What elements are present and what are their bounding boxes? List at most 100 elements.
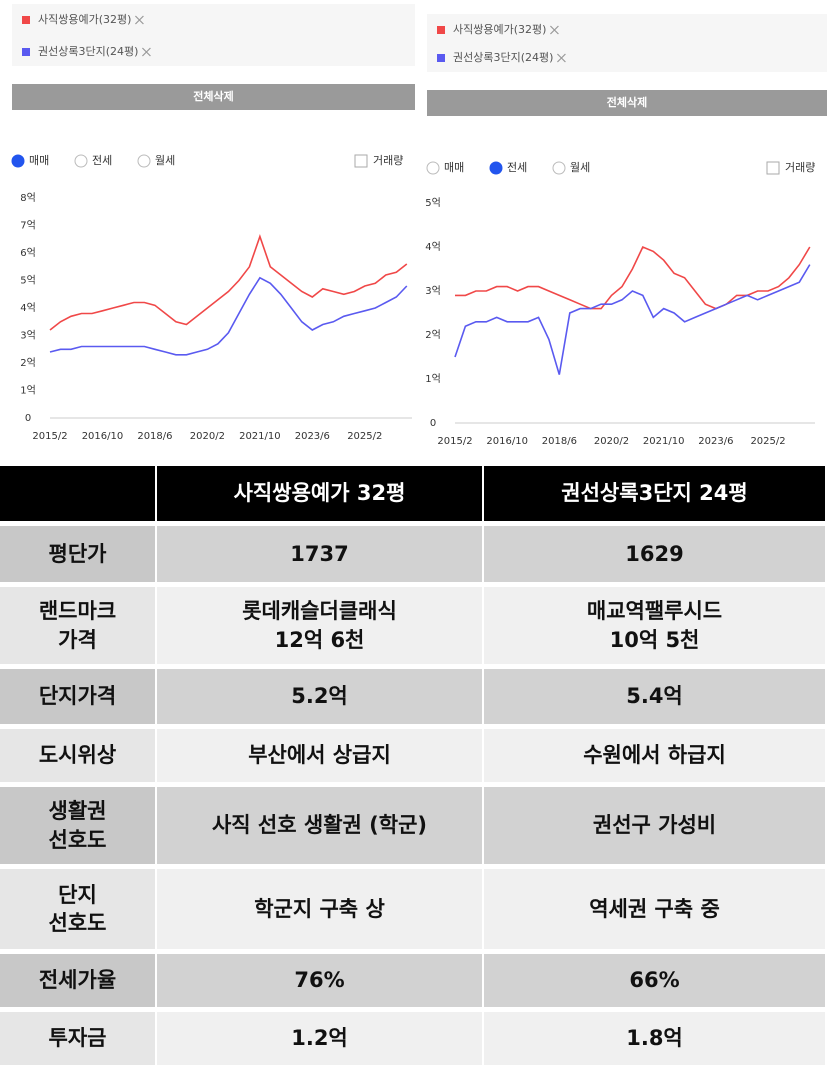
- y-tick-label: 5억: [425, 197, 441, 209]
- remove-icon[interactable]: [141, 47, 151, 57]
- x-tick-label: 2018/6: [137, 431, 172, 442]
- radio-label: 월세: [570, 161, 590, 174]
- legend-swatch: [22, 48, 30, 56]
- legend-swatch: [437, 26, 445, 34]
- table-cell: 5.4억: [484, 669, 827, 724]
- delete-all-label: 전체삭제: [607, 95, 647, 109]
- checkbox-label: 거래량: [785, 161, 815, 174]
- x-tick-label: 2023/6: [295, 431, 330, 442]
- x-tick-label: 2020/2: [190, 431, 225, 442]
- series-line: [49, 276, 408, 356]
- table-row: 생활권 선호도 사직 선호 생활권 (학군) 권선구 가성비: [0, 787, 827, 864]
- table-row: 단지가격 5.2억 5.4억: [0, 669, 827, 724]
- table-cell: 역세권 구축 중: [484, 869, 827, 949]
- legend-label: 권선상록3단지(24평): [38, 45, 138, 58]
- table-cell: 부산에서 상급지: [157, 729, 484, 782]
- y-tick-label: 5억: [20, 275, 36, 287]
- x-tick-label: 2023/6: [698, 436, 733, 447]
- y-tick-label: 1억: [20, 385, 36, 397]
- radio[interactable]: [11, 154, 25, 168]
- row-label: 투자금: [0, 1012, 157, 1065]
- y-tick-label: 3억: [425, 285, 441, 297]
- y-tick-label: 4억: [20, 302, 36, 314]
- radio-label: 전세: [507, 161, 527, 174]
- table-cell: 매교역팰루시드 10억 5천: [484, 587, 827, 664]
- x-tick-label: 2016/10: [82, 431, 124, 442]
- table-cell: 권선구 가성비: [484, 787, 827, 864]
- table-row: 투자금 1.2억 1.8억: [0, 1012, 827, 1065]
- table-cell: 학군지 구축 상: [157, 869, 484, 949]
- filter-box: [427, 14, 827, 72]
- delete-all-button[interactable]: [427, 90, 827, 116]
- legend-label: 권선상록3단지(24평): [453, 51, 553, 64]
- table-cell: 수원에서 하급지: [484, 729, 827, 782]
- radio-label: 매매: [444, 161, 464, 174]
- table-cell: 롯데캐슬더클래식 12억 6천: [157, 587, 484, 664]
- table-row: 단지 선호도 학군지 구축 상 역세권 구축 중: [0, 869, 827, 949]
- row-label: 단지가격: [0, 669, 157, 724]
- remove-icon[interactable]: [134, 15, 144, 25]
- y-tick-label: 1억: [425, 373, 441, 385]
- remove-icon[interactable]: [549, 25, 559, 35]
- delete-all-label: 전체삭제: [193, 89, 233, 103]
- y-tick-label: 2억: [20, 357, 36, 369]
- row-label: 생활권 선호도: [0, 787, 157, 864]
- legend-swatch: [22, 16, 30, 24]
- column-header: 권선상록3단지 24평: [484, 466, 827, 521]
- y-tick-label: 0: [25, 413, 31, 424]
- table-row: 랜드마크 가격 롯데캐슬더클래식 12억 6천 매교역팰루시드 10억 5천: [0, 587, 827, 664]
- y-tick-label: 6억: [20, 247, 36, 259]
- legend-swatch: [437, 54, 445, 62]
- header-row: 사직쌍용예가 32평 권선상록3단지 24평: [0, 466, 827, 521]
- radio[interactable]: [426, 161, 440, 175]
- table-cell: 1629: [484, 526, 827, 582]
- table-cell: 1737: [157, 526, 484, 582]
- table-cell: 1.8억: [484, 1012, 827, 1065]
- table-cell: 1.2억: [157, 1012, 484, 1065]
- column-header: 사직쌍용예가 32평: [157, 466, 484, 521]
- table-cell: 66%: [484, 954, 827, 1007]
- y-tick-label: 0: [430, 418, 436, 429]
- delete-all-button[interactable]: [12, 84, 415, 110]
- table-cell: 5.2억: [157, 669, 484, 724]
- checkbox[interactable]: [766, 161, 780, 175]
- y-tick-label: 7억: [20, 220, 36, 232]
- series-line: [49, 234, 408, 331]
- checkbox[interactable]: [354, 154, 368, 168]
- legend-label: 사직쌍용예가(32평): [453, 23, 546, 36]
- radio[interactable]: [74, 154, 88, 168]
- x-tick-label: 2016/10: [486, 436, 528, 447]
- radio-label: 전세: [92, 154, 112, 167]
- table-cell: 76%: [157, 954, 484, 1007]
- header-blank: [0, 466, 157, 521]
- radio-label: 매매: [29, 154, 49, 167]
- remove-icon[interactable]: [556, 53, 566, 63]
- radio[interactable]: [137, 154, 151, 168]
- radio[interactable]: [552, 161, 566, 175]
- row-label: 랜드마크 가격: [0, 587, 157, 664]
- filter-box: [12, 4, 415, 66]
- table-row: 평단가 1737 1629: [0, 526, 827, 582]
- legend-label: 사직쌍용예가(32평): [38, 13, 131, 26]
- row-label: 단지 선호도: [0, 869, 157, 949]
- x-tick-label: 2020/2: [594, 436, 629, 447]
- x-tick-label: 2015/2: [32, 431, 67, 442]
- radio-label: 월세: [155, 154, 175, 167]
- table-cell: 사직 선호 생활권 (학군): [157, 787, 484, 864]
- y-tick-label: 3억: [20, 330, 36, 342]
- x-tick-label: 2021/10: [643, 436, 685, 447]
- y-tick-label: 4억: [425, 241, 441, 253]
- radio[interactable]: [489, 161, 503, 175]
- x-tick-label: 2018/6: [542, 436, 577, 447]
- table-row: 전세가율 76% 66%: [0, 954, 827, 1007]
- row-label: 도시위상: [0, 729, 157, 782]
- checkbox-label: 거래량: [373, 154, 403, 167]
- x-tick-label: 2025/2: [347, 431, 382, 442]
- row-label: 평단가: [0, 526, 157, 582]
- series-line: [454, 264, 811, 375]
- x-tick-label: 2025/2: [750, 436, 785, 447]
- x-tick-label: 2015/2: [437, 436, 472, 447]
